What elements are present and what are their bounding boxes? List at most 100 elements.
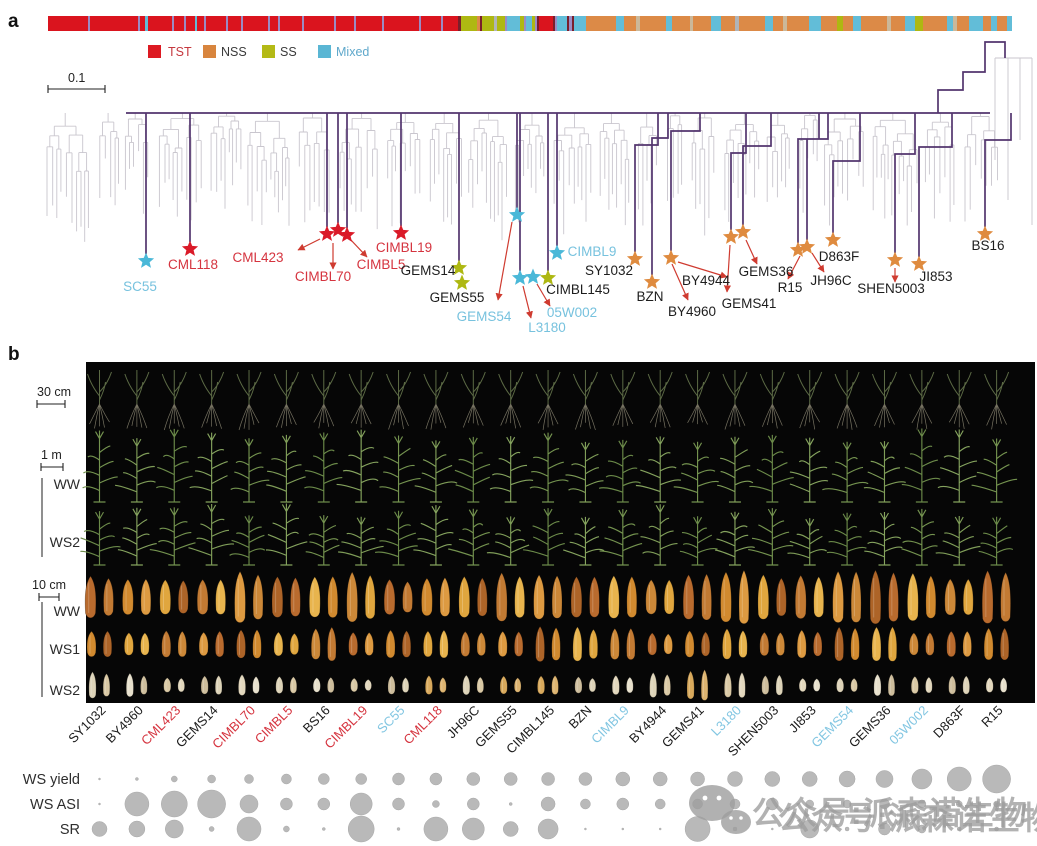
maize-ear — [588, 628, 599, 659]
star-l3180 — [511, 269, 529, 285]
classification-segment — [535, 16, 537, 31]
maize-ear — [102, 673, 111, 697]
maize-ear — [832, 570, 844, 623]
maize-ear — [722, 628, 732, 660]
star-label-cimbl19: CIMBL19 — [376, 240, 432, 255]
arrow-jh96c — [811, 252, 825, 273]
seedling — [423, 370, 449, 404]
star-05w002 — [524, 268, 542, 284]
maize-ear — [626, 627, 636, 660]
classification-segment — [1007, 16, 1012, 31]
classification-segment — [195, 16, 197, 31]
maize-ear — [350, 677, 359, 693]
maize-ear — [663, 633, 673, 655]
maize-ear — [610, 628, 620, 660]
maize-ear — [869, 569, 882, 625]
maize-plant — [448, 508, 490, 566]
classification-segment — [520, 16, 524, 31]
maize-ear — [289, 632, 299, 655]
bubble-ws-yield — [982, 764, 1011, 794]
maize-plant — [265, 503, 308, 566]
star-cml423 — [318, 225, 336, 241]
maize-ear — [798, 677, 807, 693]
maize-ear — [775, 674, 784, 696]
maize-ear — [238, 674, 246, 696]
seedling-roots — [89, 403, 110, 429]
maize-ear — [944, 578, 956, 616]
classification-segment — [537, 16, 539, 31]
bubble-ws-yield — [392, 772, 405, 786]
maize-ear — [514, 575, 525, 618]
bubble-row-ws-asi-label: WS ASI — [30, 797, 80, 813]
maize-ear — [1000, 627, 1010, 661]
maize-ear — [850, 677, 858, 693]
line-name-ji853: JI853 — [786, 703, 819, 736]
maize-ear — [387, 675, 396, 695]
maize-ear — [495, 572, 508, 622]
classification-segment — [567, 16, 569, 31]
arrow-by4944 — [677, 261, 728, 279]
maize-ear — [252, 676, 260, 694]
star-label-bzn: BZN — [637, 289, 664, 304]
classification-segment — [861, 16, 887, 31]
classification-segment — [739, 16, 765, 31]
maize-ear — [103, 577, 114, 617]
classification-segment — [206, 16, 226, 31]
plant-scale-label: 1 m — [41, 448, 62, 462]
classification-bar — [48, 16, 1012, 31]
maize-ear — [574, 676, 583, 694]
wechat-icon-eye — [739, 816, 743, 820]
maize-ear — [273, 631, 284, 657]
bubble-ws-asi — [432, 800, 440, 808]
classification-segment — [569, 16, 572, 31]
bubble-sr — [878, 822, 891, 836]
seedling-roots — [724, 403, 746, 430]
bubble-sr — [322, 827, 326, 831]
maize-ear — [813, 631, 823, 657]
tree-highlight-path — [126, 41, 1012, 275]
maize-ear — [626, 575, 638, 618]
classification-segment — [821, 16, 837, 31]
line-stars — [137, 206, 994, 290]
bubble-ws-asi — [616, 797, 630, 811]
star-shen5003 — [886, 251, 904, 267]
maize-plant — [748, 508, 794, 566]
maize-plant — [149, 507, 196, 566]
maize-plant — [935, 516, 981, 566]
bubble-ws-asi — [317, 797, 331, 811]
bubble-sr — [165, 819, 184, 839]
maize-plant — [787, 518, 827, 566]
maize-ear — [196, 579, 209, 615]
panel-a-label: a — [8, 11, 19, 32]
classification-segment — [184, 16, 186, 31]
legend: TST NSS SS Mixed — [148, 45, 369, 59]
bubble-sr — [658, 827, 662, 831]
bubble-ws-asi — [280, 797, 293, 811]
bubble-sr — [917, 824, 927, 834]
classification-segment — [172, 16, 174, 31]
maize-ear — [850, 627, 860, 661]
maize-plant — [863, 441, 906, 503]
maize-plant — [901, 428, 941, 503]
maize-ear — [348, 632, 358, 656]
wechat-icon-eye — [716, 795, 722, 801]
classification-segment — [837, 16, 843, 31]
bubble-ws-asi — [197, 789, 226, 819]
maize-ear — [738, 569, 750, 625]
star-label-gems41: GEMS41 — [722, 296, 777, 311]
maize-ear — [327, 575, 339, 618]
maize-ear — [776, 577, 787, 617]
star-label-cimbl70: CIMBL70 — [295, 269, 351, 284]
classification-segment — [268, 16, 270, 31]
bubble-ws-asi — [349, 792, 373, 816]
scale-bars-and-brackets — [36, 85, 106, 697]
seedling — [572, 370, 598, 404]
maize-plant — [565, 441, 604, 503]
maize-plant — [523, 508, 565, 566]
maize-plant — [715, 511, 755, 566]
bubble-sr — [423, 816, 449, 842]
legend-label-tst: TST — [168, 45, 192, 59]
maize-plant — [599, 509, 643, 566]
